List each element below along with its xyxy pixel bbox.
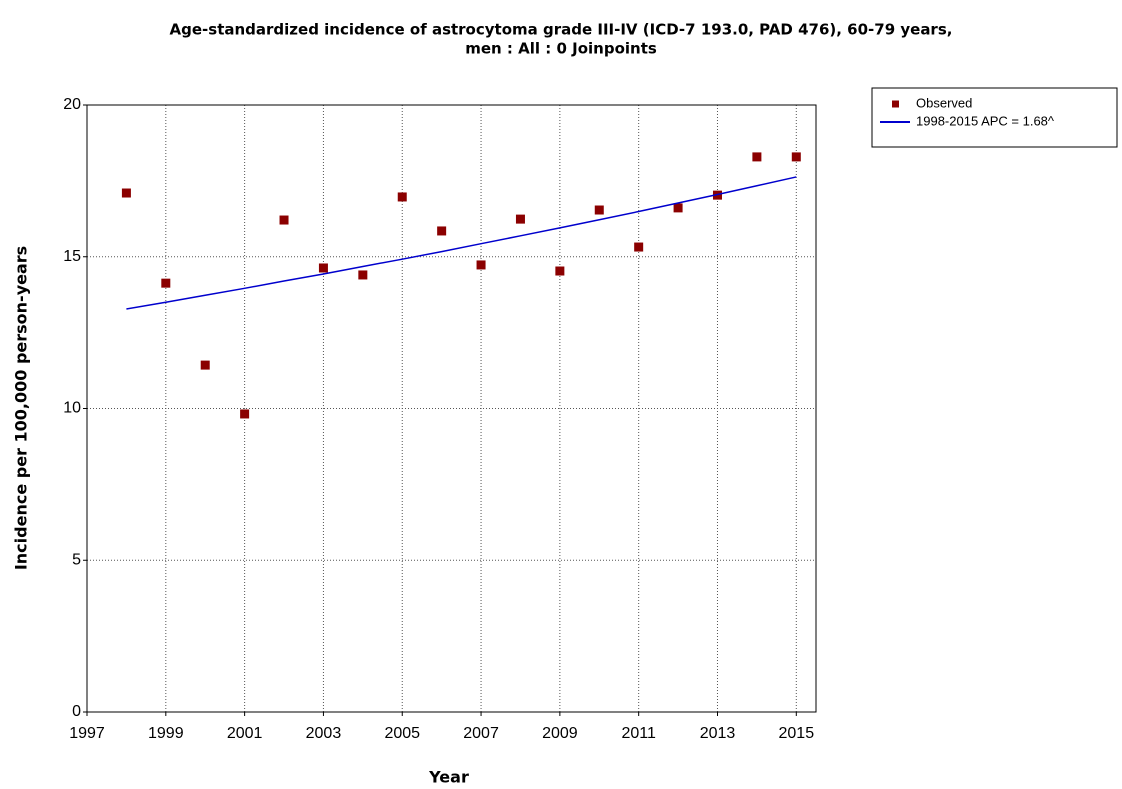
y-tick-label: 0 [72, 703, 81, 720]
x-tick-label: 1999 [148, 725, 184, 742]
x-tick-label: 2001 [227, 725, 263, 742]
y-tick-label: 10 [63, 400, 81, 417]
data-point [397, 192, 407, 202]
plot-frame [86, 104, 817, 713]
data-point [673, 203, 683, 213]
trend-line [126, 176, 797, 310]
x-tick-label: 2011 [621, 725, 656, 742]
data-point [594, 205, 604, 215]
legend-label: Observed [916, 95, 972, 110]
data-point [121, 188, 131, 198]
data-point [515, 214, 525, 224]
x-tick-label: 2003 [306, 725, 342, 742]
data-point [279, 215, 289, 225]
legend-swatch [892, 100, 899, 108]
y-axis-label: Incidence per 100,000 person-years [12, 246, 31, 570]
y-tick-label: 15 [63, 248, 81, 265]
data-point [161, 278, 171, 288]
y-tick-label: 20 [63, 96, 81, 113]
data-point [358, 270, 368, 280]
data-point [752, 152, 762, 162]
data-point [791, 152, 801, 162]
x-tick-label: 2013 [700, 725, 736, 742]
data-point [476, 260, 486, 270]
data-point [437, 226, 447, 236]
legend-box [871, 87, 1118, 148]
x-tick-label: 2005 [384, 725, 420, 742]
x-axis-label: Year [428, 768, 469, 787]
data-point [555, 266, 565, 276]
data-point [318, 263, 328, 273]
x-tick-label: 2009 [542, 725, 578, 742]
x-tick-label: 2007 [463, 725, 499, 742]
x-tick-label: 2015 [779, 725, 815, 742]
chart-title: men : All : 0 Joinpoints [465, 40, 657, 58]
data-point [240, 409, 250, 419]
y-tick-label: 5 [72, 551, 81, 568]
data-point [200, 360, 210, 370]
legend-label: 1998-2015 APC = 1.68^ [916, 113, 1055, 128]
data-point [634, 242, 644, 252]
x-tick-label: 1997 [69, 725, 105, 742]
chart-title: Age-standardized incidence of astrocytom… [170, 21, 953, 39]
